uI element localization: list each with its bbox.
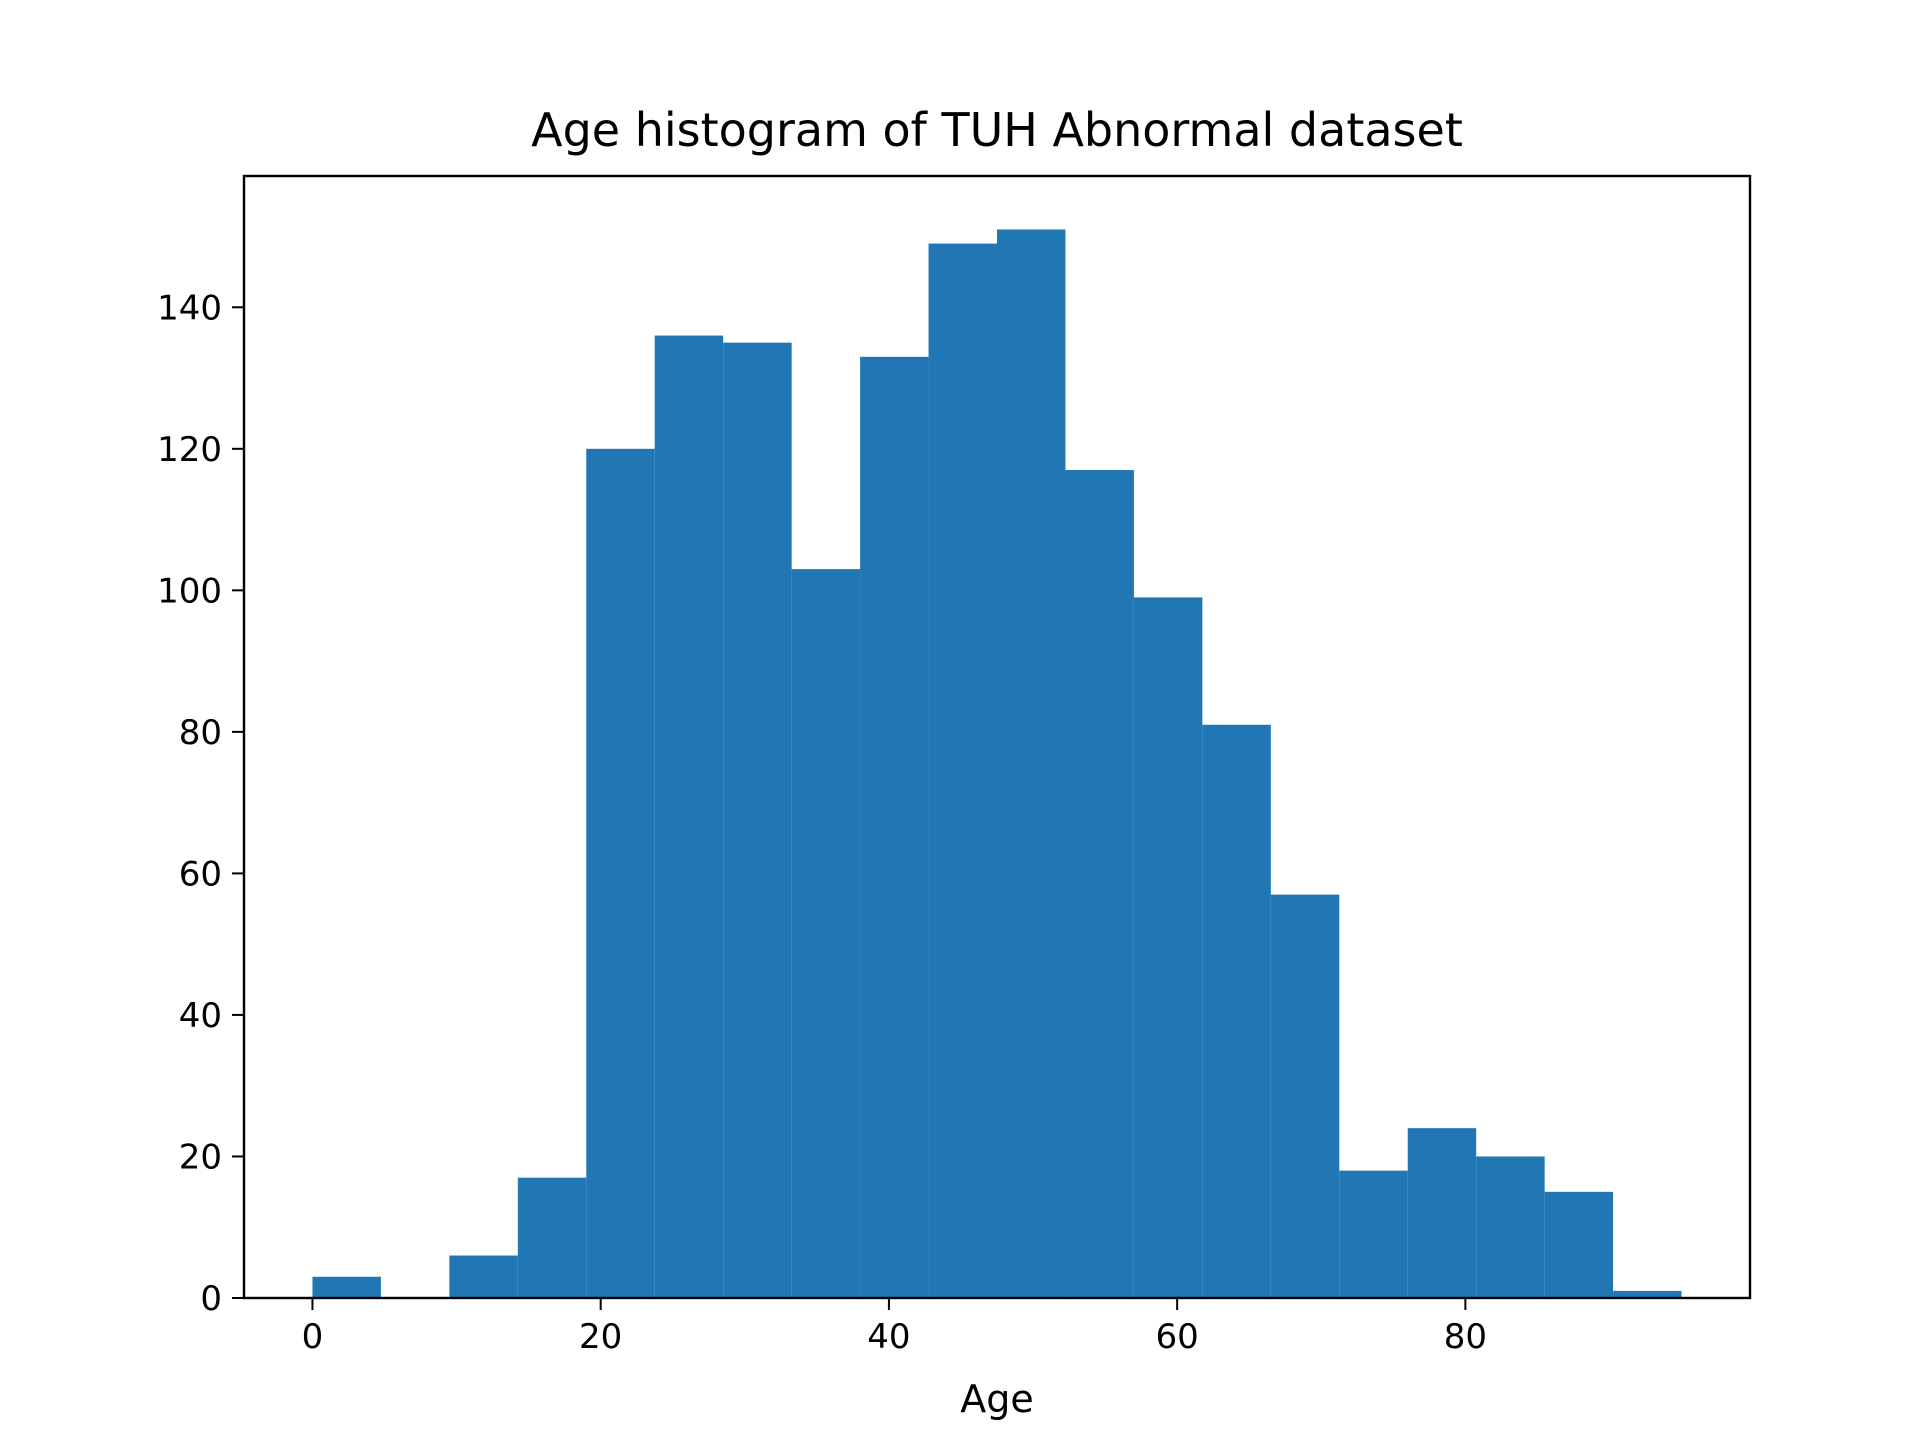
bars-group: [312, 229, 1682, 1299]
plot-frame: [242, 174, 1752, 1300]
histogram-bar: [723, 342, 792, 1299]
x-axis-ticks: 0 20 40 60 80: [302, 1298, 1487, 1357]
x-tick-label: 0: [302, 1317, 324, 1357]
y-tick-label: 100: [157, 571, 222, 611]
histogram-bar: [1544, 1191, 1614, 1298]
y-tick-label: 80: [179, 713, 222, 753]
histogram-bar: [449, 1255, 518, 1298]
x-tick-label: 40: [867, 1317, 910, 1357]
y-tick-label: 120: [157, 430, 222, 470]
y-tick-label: 40: [179, 996, 222, 1036]
histogram-bar: [1613, 1290, 1682, 1298]
histogram-bar: [1339, 1170, 1408, 1298]
x-tick-label: 60: [1156, 1317, 1199, 1357]
y-tick-label: 20: [179, 1137, 222, 1177]
histogram-bar: [312, 1276, 381, 1298]
histogram-bar: [517, 1177, 587, 1298]
histogram-bar: [997, 229, 1066, 1298]
histogram-bar: [586, 448, 655, 1298]
histogram-bar: [1202, 724, 1271, 1298]
y-axis-ticks: 0 20 40 60 80 100 120 140: [157, 288, 244, 1319]
histogram-bar: [654, 335, 724, 1298]
histogram-bar: [1270, 894, 1340, 1298]
histogram-bar: [860, 356, 929, 1298]
x-axis-label: Age: [960, 1377, 1034, 1421]
x-tick-label: 80: [1444, 1317, 1487, 1357]
histogram-bar: [1476, 1156, 1545, 1298]
chart-title: Age histogram of TUH Abnormal dataset: [531, 103, 1463, 157]
y-tick-label: 140: [157, 288, 222, 328]
y-tick-label: 0: [200, 1279, 222, 1319]
histogram-bar: [791, 569, 861, 1298]
histogram-bar: [1133, 597, 1203, 1298]
histogram-bar: [1407, 1128, 1477, 1298]
x-tick-label: 20: [579, 1317, 622, 1357]
histogram-bar: [928, 243, 997, 1299]
histogram-bar: [1065, 470, 1134, 1298]
y-tick-label: 60: [179, 854, 222, 894]
